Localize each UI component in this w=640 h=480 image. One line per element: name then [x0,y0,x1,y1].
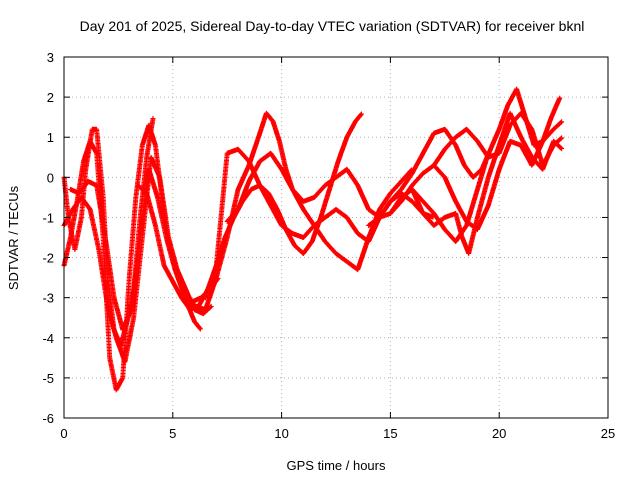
series-sat-k [409,110,565,256]
y-tick-label: -6 [42,411,54,426]
series-sat-l-markers [431,110,565,168]
y-tick-label: -3 [42,291,54,306]
y-axis-label: SDTVAR / TECUs [6,185,21,290]
y-tick-label: -2 [42,251,54,266]
plot-area-frame [63,56,609,419]
x-axis-label: GPS time / hours [287,458,386,473]
data-points [61,86,565,393]
y-tick-label: -1 [42,210,54,225]
series-sat-l [431,110,565,168]
y-tick-label: 1 [47,130,54,145]
series-sat-g-markers [202,146,436,301]
series-sat-a [61,122,203,393]
x-tick-label: 25 [601,426,615,441]
y-tick-label: 0 [47,170,54,185]
y-tick-label: 3 [47,50,54,65]
series-sat-g [202,146,436,301]
y-tick-label: -4 [42,331,54,346]
chart-title: Day 201 of 2025, Sidereal Day-to-day VTE… [80,18,585,34]
x-tick-label: 10 [274,426,288,441]
x-tick-label: 15 [383,426,397,441]
series-sat-f-markers [181,110,414,313]
x-tick-label: 0 [60,426,67,441]
x-tick-label: 5 [169,426,176,441]
x-tick-label: 20 [492,426,506,441]
grid-lines [64,57,608,418]
series-sat-f [181,110,414,313]
series-sat-a-markers [61,122,203,393]
y-tick-label: 2 [47,90,54,105]
axis-ticks: 0 5 10 15 20 25 -6 -5 -4 -3 -2 -1 0 1 2 3 [42,50,615,441]
series-sat-k-markers [409,110,565,256]
y-tick-label: -5 [42,371,54,386]
